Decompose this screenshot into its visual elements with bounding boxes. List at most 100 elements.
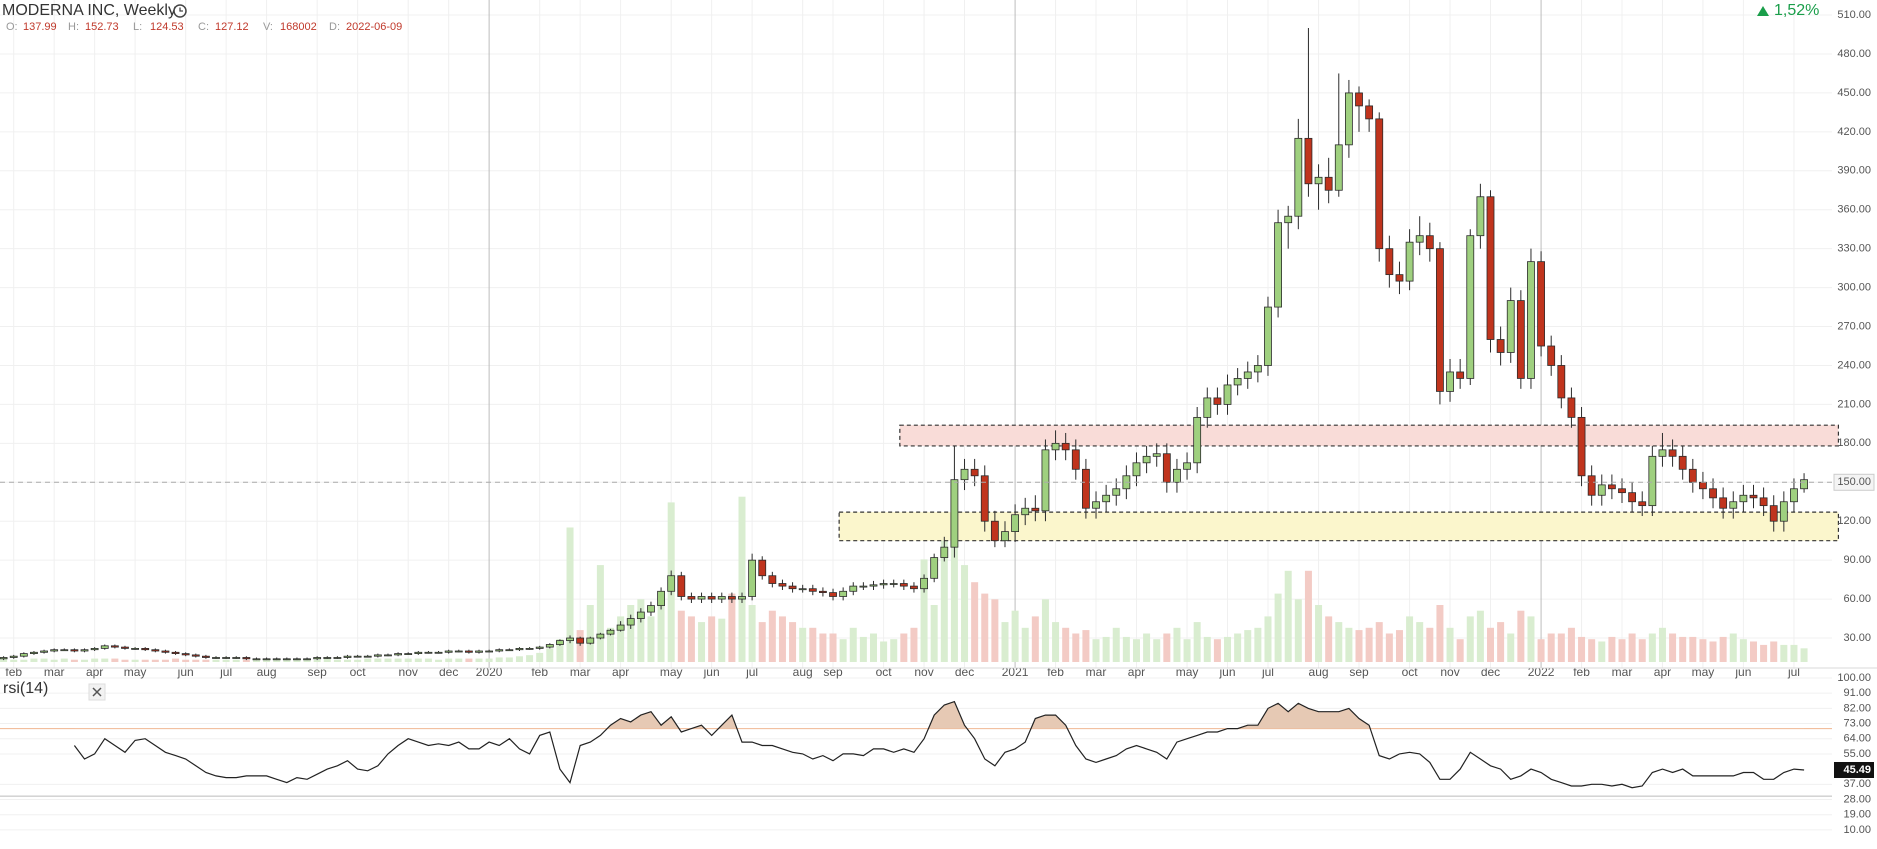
volume-bar (1011, 610, 1019, 662)
close-indicator-button[interactable] (88, 683, 106, 701)
volume-bar (1315, 605, 1323, 662)
volume-bar (131, 659, 139, 662)
volume-bar (1487, 627, 1495, 662)
y-tick-label: 64.00 (1843, 733, 1871, 745)
y-tick-label: 390.00 (1837, 165, 1871, 177)
candle-body (849, 585, 858, 592)
last-value-box (1834, 761, 1874, 778)
candle-body (1334, 144, 1343, 191)
field-value: 124.53 (150, 21, 184, 33)
candle-body (1658, 449, 1667, 457)
volume-bar (0, 658, 8, 662)
volume-bar (1456, 639, 1464, 662)
volume-bar (263, 659, 271, 662)
field-value: 2022-06-09 (346, 21, 402, 33)
volume-bar (424, 658, 432, 662)
candle-body (222, 657, 231, 659)
volume-bar (344, 659, 352, 662)
x-tick-label: 2021 (1002, 665, 1029, 679)
candle-body (495, 649, 504, 652)
volume-bar (1052, 622, 1060, 662)
volume-bar (829, 633, 837, 662)
candle-body (181, 653, 190, 656)
last-price-label: 150.00 (1837, 476, 1871, 488)
volume-bar (465, 658, 473, 662)
y-tick-label: 420.00 (1837, 126, 1871, 138)
volume-bar (283, 659, 291, 662)
candle-body (738, 596, 746, 600)
candle-body (1537, 261, 1545, 347)
volume-bar (1578, 636, 1586, 662)
candle-body (707, 596, 716, 600)
candle-body (191, 654, 200, 657)
x-tick-label: jul (1261, 665, 1274, 679)
field-label: O: (6, 21, 18, 33)
volume-bar (91, 658, 99, 662)
candle-body (313, 657, 322, 660)
volume-bar (121, 659, 129, 662)
y-tick-label: 90.00 (1843, 554, 1871, 566)
candle-body (545, 644, 554, 648)
volume-bar (586, 605, 594, 662)
candle-body (110, 645, 119, 648)
label-layer: 30.00 60.00 90.00 120.00 150.00 180.00 210.00 2… (5, 9, 1875, 836)
volume-bar (485, 658, 493, 662)
candle-body (1638, 501, 1647, 507)
volume-bar (50, 659, 58, 662)
candle-body (1304, 137, 1313, 185)
x-tick-label: apr (1654, 665, 1671, 679)
candle-body (970, 468, 979, 477)
candle-body (1800, 479, 1808, 490)
candle-body (819, 590, 827, 593)
volume-bar (1031, 616, 1039, 662)
last-value-label: 45.49 (1843, 764, 1871, 776)
y-tick-label: 360.00 (1837, 204, 1871, 216)
candle-body (434, 651, 443, 654)
volume-bar (950, 502, 958, 662)
candle-body (1112, 488, 1121, 496)
volume-bar (708, 616, 716, 662)
volume-bar (455, 658, 463, 662)
y-tick-label: 55.00 (1843, 748, 1871, 760)
candle-body (616, 624, 625, 631)
candle-body (657, 590, 665, 606)
volume-bar (1122, 636, 1130, 662)
candle-body (475, 650, 483, 653)
x-tick-label: mar (1612, 665, 1633, 679)
volume-bar (1041, 599, 1049, 662)
candle-body (1102, 494, 1111, 503)
y-tick-label: 82.00 (1843, 702, 1871, 714)
candle-body (161, 650, 170, 653)
candle-body (1405, 241, 1414, 282)
volume-bar (435, 659, 443, 662)
candle-body (940, 546, 949, 558)
candle-body (748, 559, 757, 597)
volume-bar (738, 496, 746, 662)
volume-bar (1476, 610, 1484, 662)
volume-bar (657, 593, 665, 662)
volume-bar (1567, 627, 1575, 662)
candle-body (636, 611, 645, 619)
field-value: 127.12 (215, 21, 249, 33)
volume-bar (930, 605, 938, 662)
volume-bar (20, 659, 28, 662)
candle-body (353, 655, 362, 658)
candle-body (151, 649, 160, 652)
candle-body (1142, 455, 1151, 464)
candle-body (1365, 105, 1374, 120)
x-tick-label: feb (1573, 665, 1590, 679)
volume-bar (748, 605, 756, 662)
volume-bar (1557, 633, 1565, 662)
volume-bar (1790, 644, 1798, 662)
candle-body (1344, 92, 1353, 146)
volume-bar (354, 659, 362, 662)
candle-body (1597, 484, 1606, 496)
volume-bar (495, 657, 503, 662)
y-tick-label: 330.00 (1837, 243, 1871, 255)
x-tick-label: dec (439, 665, 458, 679)
volume-bar (1770, 641, 1778, 662)
volume-bar (1760, 644, 1768, 662)
candle-body (1709, 488, 1717, 499)
candle-body (444, 650, 453, 653)
y-tick-label: 30.00 (1843, 632, 1871, 644)
